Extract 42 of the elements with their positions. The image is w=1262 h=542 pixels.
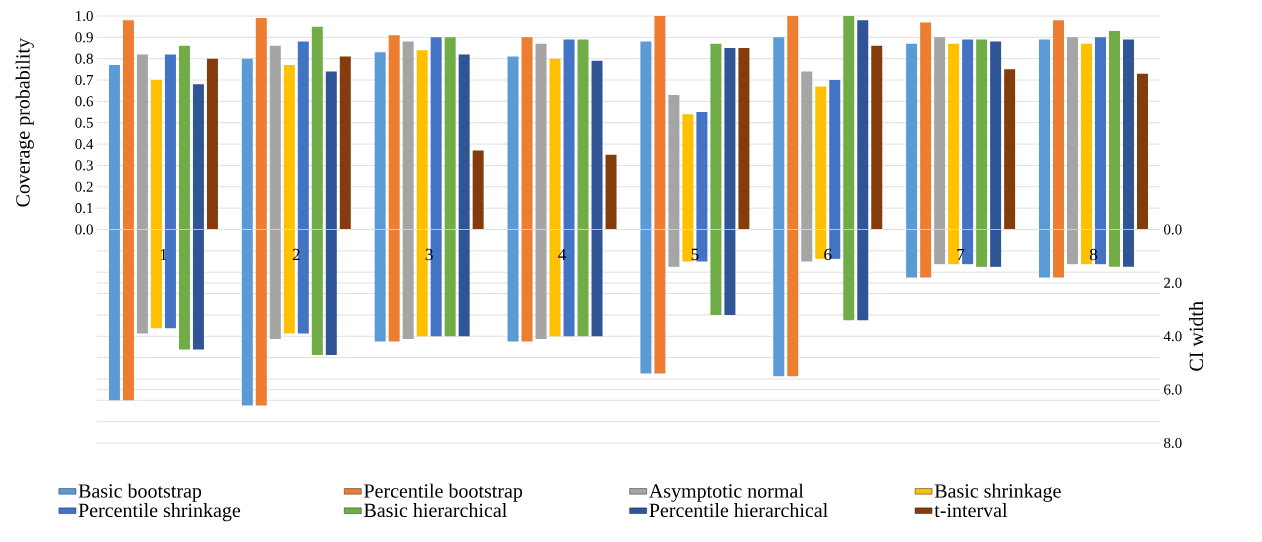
legend-label: Asymptotic normal [649, 483, 804, 502]
y2-axis-title: CI width [1189, 301, 1204, 371]
y2-tick-label: 8.0 [1164, 437, 1182, 449]
y-tick-label: 0.4 [75, 139, 94, 150]
bar [871, 45, 883, 230]
bar [472, 150, 484, 230]
x-tick-label: 4 [558, 248, 567, 261]
bar [206, 58, 218, 230]
y2-tick-label: 4.0 [1163, 331, 1182, 342]
y-tick-label: 0.0 [75, 224, 93, 235]
y2-tick-label: 2.0 [1164, 277, 1182, 288]
x-tick-label: 5 [691, 248, 699, 261]
x-tick-label: 6 [824, 248, 832, 261]
legend-label: Basic shrinkage [934, 483, 1061, 502]
x-tick-label: 3 [425, 248, 433, 261]
y-tick-label: 0.7 [75, 74, 94, 86]
y-tick-label: 0.5 [75, 117, 93, 128]
bar [605, 154, 617, 230]
y-axis-title: Coverage probability [15, 38, 34, 207]
legend-label: t-interval [934, 503, 1008, 518]
bar [339, 56, 351, 230]
y-tick-label: 0.8 [75, 53, 93, 64]
y2-tick-label: 6.0 [1164, 384, 1182, 395]
bar [738, 48, 750, 230]
y2-tick-label: 0.0 [1164, 224, 1182, 235]
legend-label: Percentile shrinkage [78, 503, 241, 522]
x-tick-label: 8 [1089, 248, 1098, 261]
legend-label: Basic hierarchical [364, 503, 507, 518]
y-tick-label: 0.2 [75, 181, 93, 192]
bar [1004, 69, 1016, 230]
bar [1136, 73, 1148, 230]
y-tick-label: 0.3 [75, 160, 93, 171]
x-tick-label: 7 [957, 248, 965, 261]
x-tick-label: 1 [160, 248, 167, 261]
legend-label: Percentile hierarchical [649, 503, 828, 518]
y-tick-label: 0.6 [75, 96, 94, 107]
y-tick-label: 1.0 [76, 10, 93, 22]
x-tick-label: 2 [292, 248, 300, 261]
legend-label: Basic bootstrap [78, 483, 202, 502]
legend-label: Percentile bootstrap [364, 483, 523, 502]
y-tick-label: 0.1 [75, 203, 93, 214]
y-tick-label: 0.9 [75, 32, 93, 43]
